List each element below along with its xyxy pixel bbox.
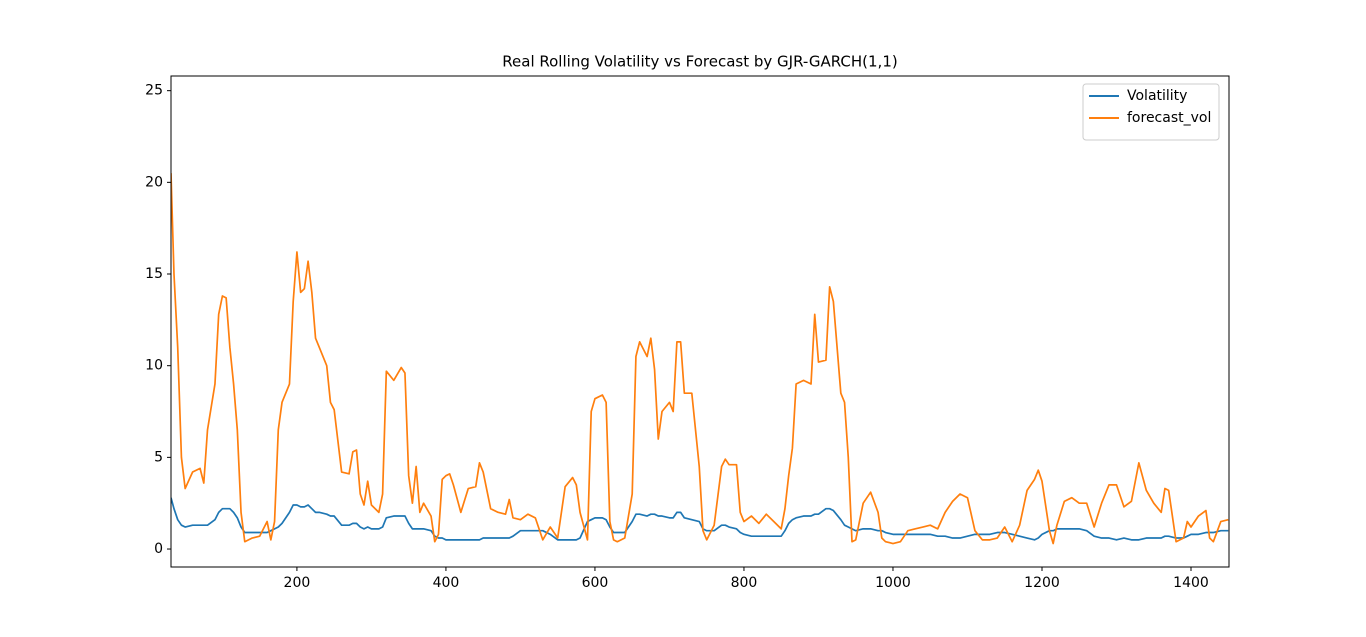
x-tick-label: 200 bbox=[284, 575, 311, 591]
plot-frame bbox=[170, 75, 1230, 568]
y-tick-label: 0 bbox=[154, 541, 163, 557]
legend-box bbox=[1082, 83, 1220, 141]
chart-title: Real Rolling Volatility vs Forecast by G… bbox=[502, 53, 897, 71]
legend-label: forecast_vol bbox=[1127, 110, 1211, 126]
x-tick-label: 1400 bbox=[1173, 575, 1209, 591]
y-tick-label: 15 bbox=[145, 266, 163, 282]
x-tick-label: 1000 bbox=[875, 575, 911, 591]
x-tick-label: 400 bbox=[433, 575, 460, 591]
x-tick-label: 1200 bbox=[1024, 575, 1060, 591]
y-tick-label: 20 bbox=[145, 174, 163, 190]
y-tick-label: 10 bbox=[145, 358, 163, 374]
y-tick-label: 5 bbox=[154, 449, 163, 465]
y-tick-label: 25 bbox=[145, 83, 163, 99]
series-line bbox=[171, 173, 1229, 545]
x-tick-label: 600 bbox=[582, 575, 609, 591]
x-tick-label: 800 bbox=[731, 575, 758, 591]
series-line bbox=[171, 497, 1229, 541]
legend-label: Volatility bbox=[1127, 88, 1187, 104]
